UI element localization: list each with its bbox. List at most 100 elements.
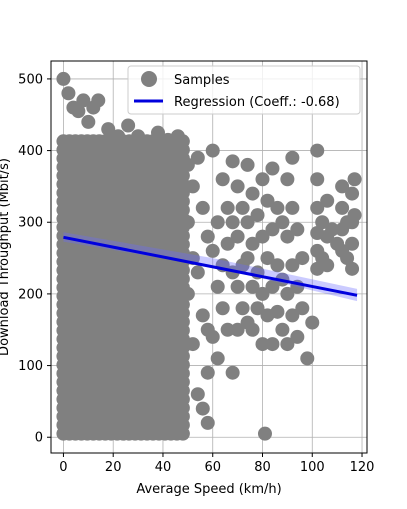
sample-point: [257, 426, 272, 441]
sample-point: [347, 172, 362, 187]
sample-point: [210, 351, 225, 366]
sample-point: [141, 136, 156, 151]
sample-point: [245, 322, 260, 337]
regression-line-group: [63, 235, 358, 297]
sample-point: [111, 129, 126, 144]
sample-point: [56, 71, 71, 86]
sample-point: [91, 93, 106, 108]
sample-point: [131, 129, 146, 144]
sample-point: [190, 387, 205, 402]
sample-point: [275, 215, 290, 230]
sample-point: [210, 279, 225, 294]
sample-point: [225, 365, 240, 380]
sample-point: [295, 251, 310, 266]
y-axis-ticks: 0 100 200 300 400 500: [18, 72, 51, 446]
sample-point: [265, 279, 280, 294]
sample-point: [250, 301, 265, 316]
sample-point: [260, 193, 275, 208]
x-tick-label: 40: [155, 460, 172, 475]
legend: Samples Regression (Coeff.: -0.68): [127, 65, 361, 115]
sample-point: [285, 308, 300, 323]
x-tick-label: 20: [105, 460, 122, 475]
y-tick-label: 300: [18, 216, 43, 231]
sample-point: [230, 229, 245, 244]
sample-point: [260, 251, 275, 266]
sample-point: [325, 222, 340, 237]
regression-ci-band: [63, 232, 358, 302]
sample-point: [290, 329, 305, 344]
sample-point: [270, 200, 285, 215]
x-tick-label: 100: [300, 460, 325, 475]
sample-point: [200, 415, 215, 430]
sample-point: [305, 315, 320, 330]
sample-point: [300, 351, 315, 366]
sample-point: [345, 261, 360, 276]
sample-point: [245, 186, 260, 201]
sample-point: [320, 258, 335, 273]
x-tick-label: 120: [350, 460, 375, 475]
legend-box: [127, 65, 361, 115]
sample-point: [240, 251, 255, 266]
sample-point: [185, 179, 200, 194]
sample-point: [340, 251, 355, 266]
sample-point: [240, 157, 255, 172]
sample-point: [210, 215, 225, 230]
sample-point: [195, 200, 210, 215]
sample-point: [265, 222, 280, 237]
sample-point: [280, 286, 295, 301]
sample-point: [310, 143, 325, 158]
x-tick-label: 60: [204, 460, 221, 475]
sample-point: [195, 401, 210, 416]
x-tick-label: 80: [254, 460, 271, 475]
sample-point: [290, 222, 305, 237]
y-tick-label: 100: [18, 359, 43, 374]
sample-point: [180, 215, 195, 230]
legend-marker-samples: [141, 71, 157, 87]
y-tick-label: 500: [18, 72, 43, 87]
sample-point: [150, 125, 165, 140]
sample-point: [205, 243, 220, 258]
sample-point: [345, 236, 360, 251]
sample-point: [76, 93, 91, 108]
scatter-points: [56, 71, 362, 441]
sample-point: [245, 236, 260, 251]
sample-point: [235, 200, 250, 215]
sample-point: [250, 208, 265, 223]
plot-frame: [50, 60, 368, 454]
sample-point: [280, 337, 295, 352]
sample-point: [270, 258, 285, 273]
sample-point: [185, 337, 200, 352]
sample-point: [255, 229, 270, 244]
sample-point: [215, 301, 230, 316]
sample-point: [270, 304, 285, 319]
sample-point: [320, 193, 335, 208]
x-tick-label: 0: [59, 460, 67, 475]
sample-point: [285, 200, 300, 215]
sample-point: [280, 229, 295, 244]
sample-point: [345, 186, 360, 201]
sample-point: [285, 258, 300, 273]
sample-point: [121, 118, 136, 133]
sample-point: [335, 179, 350, 194]
sample-point: [315, 215, 330, 230]
sample-point: [310, 200, 325, 215]
sample-point: [225, 154, 240, 169]
sample-point: [220, 322, 235, 337]
sample-point: [215, 172, 230, 187]
sample-point: [335, 200, 350, 215]
sample-point: [195, 308, 210, 323]
sample-point: [230, 279, 245, 294]
sample-point: [190, 265, 205, 280]
sample-point: [71, 104, 86, 119]
sample-point: [200, 365, 215, 380]
sample-point: [170, 129, 185, 144]
sample-point: [255, 337, 270, 352]
y-tick-label: 200: [18, 287, 43, 302]
sample-point: [265, 337, 280, 352]
sample-point: [220, 200, 235, 215]
sample-point: [240, 215, 255, 230]
sample-point: [190, 150, 205, 165]
legend-label-regression: Regression (Coeff.: -0.68): [174, 95, 340, 110]
sample-point: [255, 286, 270, 301]
